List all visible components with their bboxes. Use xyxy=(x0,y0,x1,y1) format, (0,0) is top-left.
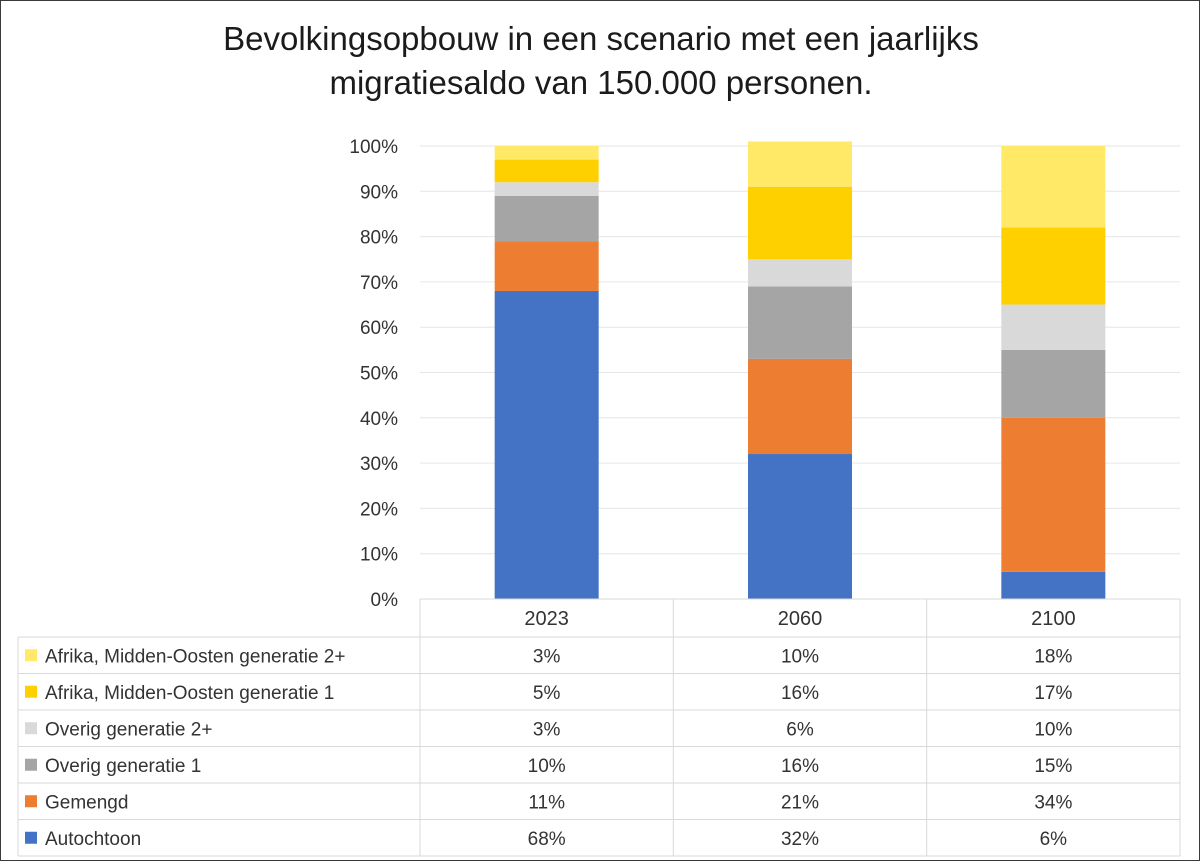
bar-segment xyxy=(494,290,599,599)
bar-segment xyxy=(748,454,852,599)
bar-segment xyxy=(1001,304,1106,350)
data-table-value: 10% xyxy=(528,756,566,777)
bar-segment xyxy=(494,159,599,183)
bar-segment xyxy=(748,286,852,359)
y-tick-label: 70% xyxy=(360,273,398,294)
y-tick-label: 30% xyxy=(360,454,398,475)
bar-segment xyxy=(494,146,599,160)
y-tick-label: 10% xyxy=(360,545,398,566)
y-tick-label: 90% xyxy=(360,182,398,203)
x-category-label: 2100 xyxy=(1031,608,1076,630)
data-table-value: 10% xyxy=(1034,719,1072,740)
data-table-value: 3% xyxy=(533,719,561,740)
bar-segment xyxy=(1001,146,1106,228)
y-tick-label: 100% xyxy=(349,137,398,158)
data-table-value: 6% xyxy=(786,719,814,740)
data-table-value: 3% xyxy=(533,646,561,667)
y-tick-label: 40% xyxy=(360,409,398,430)
bar-segment xyxy=(1001,227,1106,305)
y-tick-label: 80% xyxy=(360,228,398,249)
bar-segment xyxy=(494,195,599,242)
legend-label: Afrika, Midden-Oosten generatie 2+ xyxy=(45,646,345,667)
y-tick-label: 20% xyxy=(360,499,398,520)
legend-label: Gemengd xyxy=(45,792,128,813)
bar-segment xyxy=(1001,417,1106,572)
data-table-value: 18% xyxy=(1034,646,1072,667)
y-tick-label: 50% xyxy=(360,364,398,385)
legend-label: Afrika, Midden-Oosten generatie 1 xyxy=(45,683,334,704)
legend-swatch xyxy=(25,649,37,662)
data-table-value: 6% xyxy=(1040,829,1068,850)
bar-segment xyxy=(1001,349,1106,418)
chart-title: Bevolkingsopbouw in een scenario met een… xyxy=(1,17,1200,105)
y-tick-label: 0% xyxy=(371,590,399,611)
chart-title-line-2: migratiesaldo van 150.000 personen. xyxy=(329,64,873,101)
data-table-value: 32% xyxy=(781,829,819,850)
legend-label: Overig generatie 2+ xyxy=(45,719,212,740)
chart-title-line-1: Bevolkingsopbouw in een scenario met een… xyxy=(223,20,979,57)
data-table-value: 16% xyxy=(781,683,819,704)
data-table-value: 21% xyxy=(781,792,819,813)
legend-swatch xyxy=(25,831,37,844)
data-table-value: 15% xyxy=(1034,756,1072,777)
data-table-value: 17% xyxy=(1034,683,1072,704)
bar-segment xyxy=(494,182,599,196)
data-table-value: 11% xyxy=(528,792,565,813)
bar-segment xyxy=(748,141,852,187)
legend-swatch xyxy=(25,722,37,735)
data-table-value: 10% xyxy=(781,646,819,667)
legend-swatch xyxy=(25,795,37,808)
x-category-label: 2060 xyxy=(778,608,823,630)
bar-segment xyxy=(748,358,852,455)
legend-swatch xyxy=(25,685,37,698)
data-table-value: 34% xyxy=(1034,792,1072,813)
legend-swatch xyxy=(25,758,37,771)
bar-segment xyxy=(748,259,852,287)
bar-segment xyxy=(494,241,599,291)
x-category-label: 2023 xyxy=(524,608,569,630)
y-tick-label: 60% xyxy=(360,318,398,339)
legend-label: Autochtoon xyxy=(45,829,141,850)
bar-segment xyxy=(748,186,852,260)
data-table-value: 16% xyxy=(781,756,819,777)
data-table-value: 5% xyxy=(533,683,561,704)
data-table-value: 68% xyxy=(528,829,566,850)
bar-segment xyxy=(1001,571,1106,599)
legend-label: Overig generatie 1 xyxy=(45,756,201,777)
